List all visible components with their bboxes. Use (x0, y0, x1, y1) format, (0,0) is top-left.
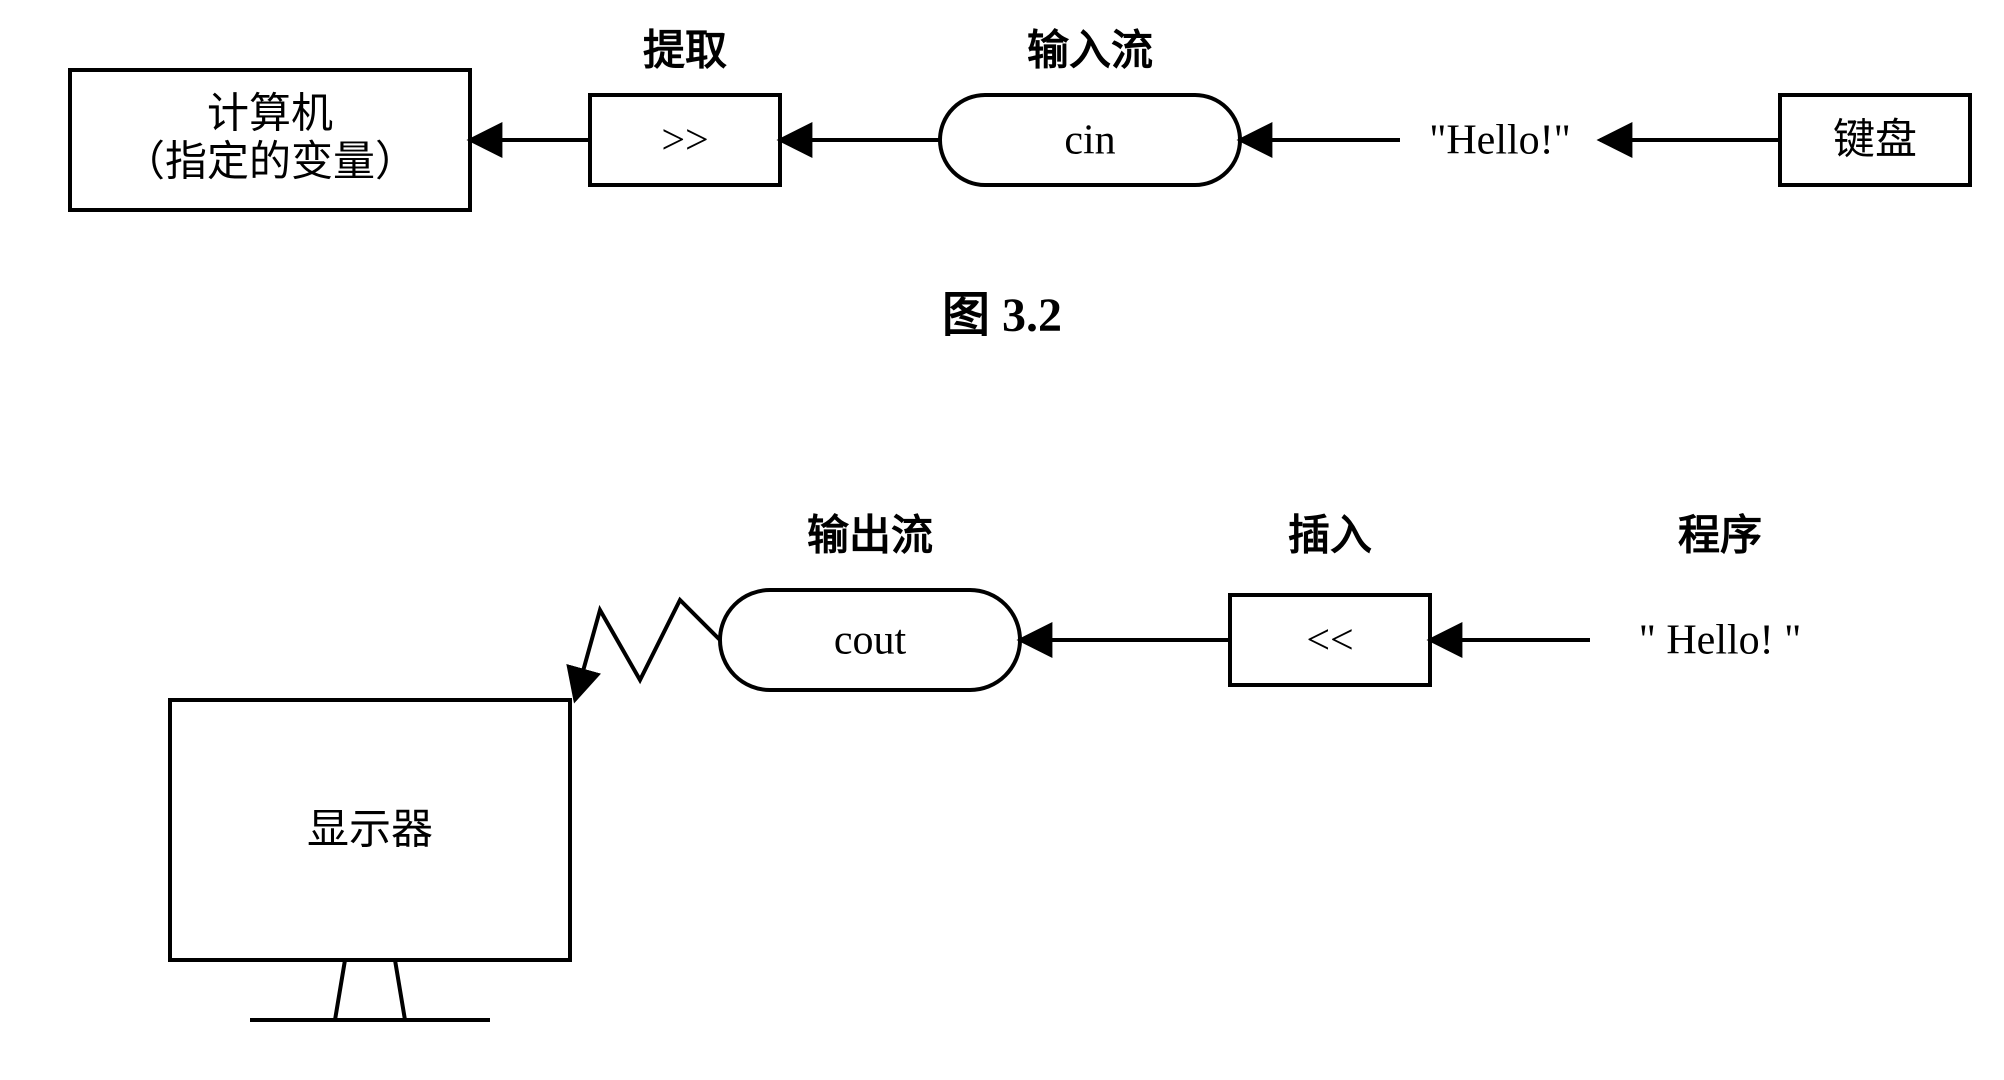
cout-label: 输出流 (807, 513, 933, 560)
monitor-stand (335, 960, 405, 1020)
hello-text-top: "Hello!" (1429, 118, 1571, 164)
program-label: 程序 (1678, 513, 1762, 560)
keyboard-text: 键盘 (1833, 117, 1917, 164)
cin-label: 输入流 (1027, 28, 1153, 75)
computer-line1: 计算机 (207, 92, 333, 138)
extract-text: >> (661, 118, 708, 164)
insert-text: << (1306, 618, 1353, 664)
extract-label: 提取 (643, 28, 727, 75)
figure-caption-3-2: 图 3.2 (942, 289, 1062, 342)
hello-text-bottom: " Hello! " (1639, 618, 1802, 664)
computer-line2: （指定的变量） (123, 139, 417, 186)
cin-text: cin (1064, 118, 1115, 164)
cout-text: cout (834, 618, 907, 664)
monitor-text: 显示器 (307, 808, 433, 854)
insert-label: 插入 (1288, 513, 1372, 560)
bottom-edge-0 (575, 600, 720, 700)
